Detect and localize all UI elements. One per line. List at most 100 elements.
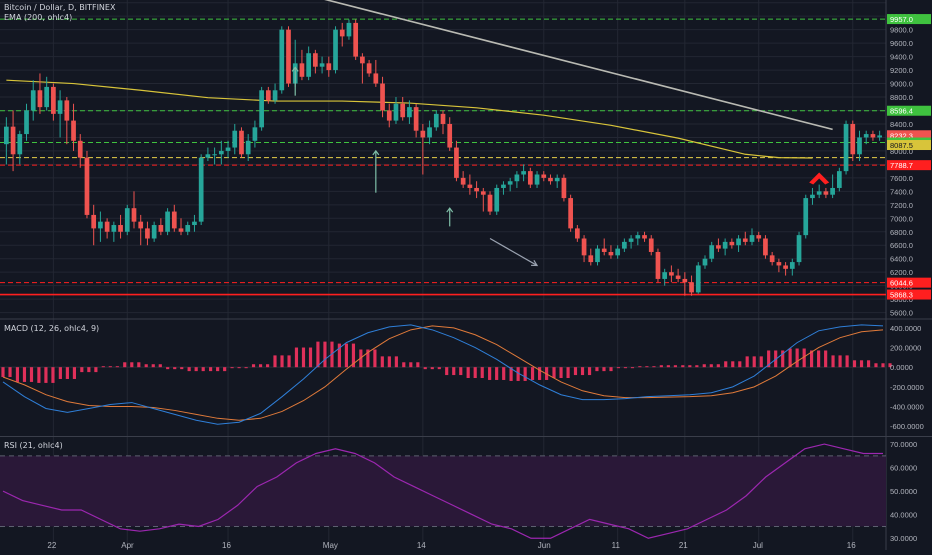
candle: [507, 177, 513, 192]
candle-body: [742, 238, 748, 242]
macd-histogram-bar: [180, 367, 184, 370]
macd-histogram-bar: [573, 367, 578, 376]
price-axis-tick: 9200.0: [890, 66, 913, 75]
candle-body: [313, 53, 318, 67]
candle-body: [601, 248, 607, 252]
macd-histogram-bar: [452, 367, 456, 376]
macd-histogram-bar: [788, 348, 792, 368]
candle: [272, 83, 278, 104]
candle: [467, 174, 473, 195]
candle-body: [37, 90, 43, 108]
candle: [205, 147, 211, 162]
price-label-box: [887, 160, 931, 171]
arrow-head: [446, 207, 454, 213]
macd-histogram-bar: [824, 350, 828, 368]
candle-body: [749, 235, 755, 242]
macd-histogram-bar: [580, 367, 585, 376]
macd-histogram-bar: [266, 364, 270, 368]
candle: [810, 187, 815, 205]
candle: [91, 204, 97, 246]
price-label-text: 8232.3: [890, 131, 913, 140]
price-label-text: 6044.6: [890, 279, 913, 288]
macd-histogram-bar: [752, 356, 756, 368]
candle: [689, 275, 694, 296]
candle-body: [433, 113, 439, 128]
candle-body: [870, 134, 876, 138]
macd-histogram-bar: [151, 364, 155, 368]
candle-body: [30, 90, 36, 111]
candle-body: [104, 221, 110, 232]
candle-body: [527, 171, 533, 185]
candle: [514, 171, 520, 188]
symbol-title: Bitcoin / Dollar, D, BITFINEX: [4, 3, 116, 12]
macd-histogram-bar: [523, 367, 527, 381]
candle: [561, 174, 567, 202]
candle: [151, 221, 157, 242]
time-axis-tick: May: [323, 541, 338, 550]
trendline: [324, 0, 833, 131]
macd-histogram-bar: [809, 350, 814, 368]
candle-body: [333, 29, 338, 71]
candle-body: [554, 177, 560, 182]
candle: [171, 204, 177, 232]
candle-body: [702, 258, 708, 266]
candle-body: [655, 251, 661, 279]
macd-histogram-bar: [538, 367, 542, 380]
price-label-tag: 6044.6: [887, 277, 931, 288]
candle-body: [4, 126, 9, 145]
candle-body: [205, 154, 211, 158]
macd-histogram-bar: [273, 355, 277, 368]
macd-histogram-bar: [223, 367, 227, 372]
macd-histogram-bar: [373, 349, 377, 368]
price-axis: 5600.05800.06000.06200.06400.06600.06800…: [887, 12, 931, 318]
candle: [716, 238, 721, 252]
candle: [413, 103, 419, 138]
candle: [319, 56, 325, 74]
macd-histogram-bar: [387, 356, 391, 368]
candle: [4, 117, 9, 165]
candle-body: [286, 29, 291, 84]
price-label-tag: 8087.5: [887, 140, 931, 151]
candle-body: [736, 238, 741, 246]
macd-histogram-bar: [616, 367, 620, 369]
candle-body: [467, 184, 473, 188]
candle: [252, 120, 258, 148]
candle-body: [393, 103, 399, 121]
candle: [185, 221, 191, 236]
candle: [454, 140, 459, 182]
macd-histogram-bar: [645, 366, 649, 368]
candle-body: [346, 22, 352, 37]
candle: [24, 103, 29, 141]
candle-body: [776, 262, 782, 266]
candle: [568, 194, 573, 232]
candle: [796, 231, 802, 266]
macd-histogram-bar: [595, 367, 599, 372]
candle-body: [252, 127, 258, 141]
candle: [346, 19, 352, 40]
macd-histogram-bar: [115, 366, 119, 368]
macd-histogram-bar: [351, 343, 356, 368]
candle: [232, 123, 238, 155]
candle: [548, 174, 553, 185]
candle-body: [541, 174, 547, 178]
candle: [769, 251, 775, 266]
macd-histogram-bar: [437, 367, 441, 370]
candle: [420, 123, 426, 175]
candle-body: [521, 171, 526, 175]
time-axis-tick: 21: [679, 541, 688, 550]
candle: [460, 171, 466, 188]
candle-body: [218, 150, 224, 155]
macd-histogram-bar: [80, 367, 84, 373]
price-axis-tick: 7600.0: [890, 174, 913, 183]
candle: [857, 130, 862, 162]
macd-histogram-bar: [502, 367, 506, 380]
macd-histogram-bar: [530, 367, 535, 380]
candle-body: [857, 137, 862, 155]
macd-histogram-bar: [445, 367, 449, 376]
candle-body: [836, 171, 842, 188]
candle-body: [165, 211, 170, 232]
annotation-arrow-up: [446, 207, 454, 227]
candles: [4, 19, 882, 296]
